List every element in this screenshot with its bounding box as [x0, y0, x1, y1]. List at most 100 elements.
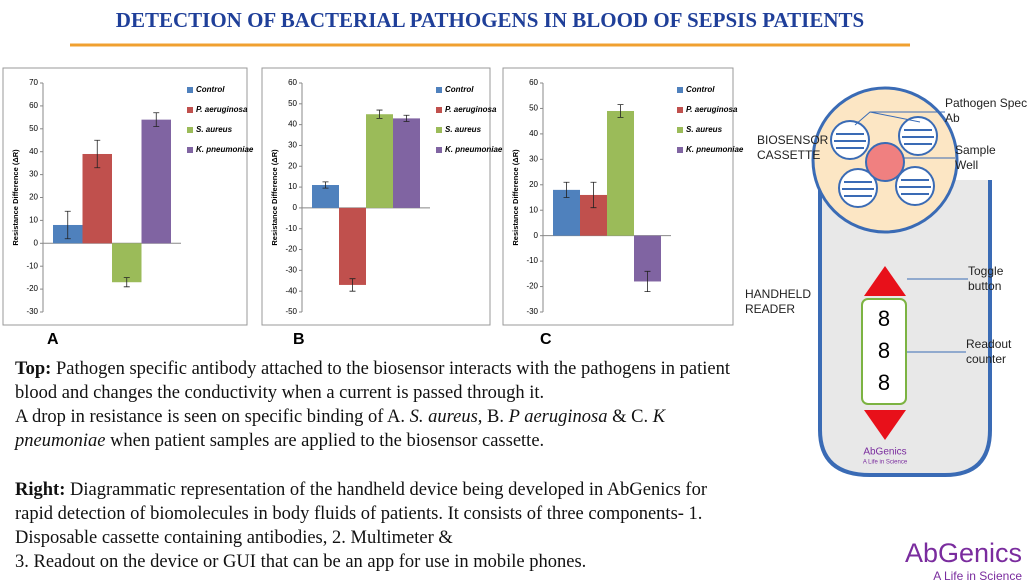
run: P aeruginosa	[508, 407, 608, 427]
legend-swatch	[677, 127, 683, 133]
y-tick-label: -30	[285, 265, 297, 274]
error-bar	[123, 277, 130, 288]
readout-label-line: Readout	[966, 337, 1012, 351]
reader-label-line: READER	[745, 302, 795, 316]
right-text: Right: Diagrammatic representation of th…	[15, 478, 715, 574]
y-tick-label: -10	[26, 261, 38, 270]
y-tick-label: 10	[288, 182, 297, 191]
y-tick-label: -30	[26, 307, 38, 316]
y-tick-label: 0	[293, 203, 298, 212]
charts: -30 -20 -10 0 10 20 30 40 50 60 70 Resistance Diffe…	[2, 67, 744, 348]
toggle-label-line: button	[968, 279, 1001, 293]
error-bar	[403, 114, 410, 122]
pathogen-ab-label: Pathogen SpecificAb	[945, 96, 1027, 125]
up-button[interactable]	[864, 266, 906, 296]
panel-label: A	[47, 331, 59, 348]
y-tick-label: -20	[285, 245, 297, 254]
display	[861, 298, 907, 405]
label: Right:	[15, 480, 66, 500]
legend-swatch	[436, 107, 442, 113]
legend-label: Control	[686, 85, 715, 94]
label: Top:	[15, 359, 52, 379]
bar	[607, 110, 634, 236]
device-diagram: 8 8 8 AbGenics A Life in Science Pathoge…	[745, 86, 1027, 477]
antibody-wells	[830, 116, 938, 208]
panel-label: B	[293, 331, 305, 348]
legend-label: S. aureus	[445, 125, 482, 134]
bar	[141, 119, 171, 244]
legend-swatch	[677, 107, 683, 113]
pathogen-ab-label-line: Pathogen Specific	[945, 96, 1027, 110]
y-tick-label: 40	[529, 129, 538, 138]
sample-well-label-line: Sample	[955, 143, 996, 157]
legend-swatch	[436, 147, 442, 153]
y-tick-label: 0	[534, 231, 539, 240]
ab-lines	[834, 129, 934, 197]
y-tick-label: 70	[29, 78, 38, 87]
legend-label: S. aureus	[196, 125, 233, 134]
run: S. aureus	[409, 407, 478, 427]
down-button[interactable]	[864, 410, 906, 440]
y-tick-label: 20	[288, 161, 297, 170]
legend-swatch	[677, 87, 683, 93]
legend-swatch	[436, 127, 442, 133]
run: Diagrammatic representation of the handh…	[15, 480, 707, 548]
slide-title: DETECTION OF BACTERIAL PATHOGENS IN BLOO…	[115, 8, 865, 32]
y-tick-label: -20	[526, 282, 538, 291]
legend-swatch	[187, 87, 193, 93]
logo-name: AbGenics	[905, 538, 1022, 568]
legend-label: Control	[196, 85, 225, 94]
legend-swatch	[436, 87, 442, 93]
y-tick-label: 30	[288, 141, 297, 150]
cassette-label-line: CASSETTE	[757, 148, 820, 162]
y-tick-label: 30	[29, 170, 38, 179]
callout	[854, 111, 945, 126]
reader-label: HANDHELD READER	[745, 287, 811, 316]
legend-swatch	[187, 107, 193, 113]
legend-label: Control	[445, 85, 474, 94]
digit: 8	[878, 306, 890, 331]
error-bar	[153, 112, 160, 127]
error-bar	[563, 181, 570, 198]
y-tick-label: 20	[29, 193, 38, 202]
legend-label: P. aeruginosa	[196, 105, 248, 114]
bar	[82, 153, 112, 244]
panel-label: C	[540, 331, 552, 348]
y-tick-label: 30	[529, 154, 538, 163]
error-bar	[349, 278, 356, 292]
y-tick-label: 60	[29, 101, 38, 110]
toggle-label: Toggle button	[968, 264, 1004, 293]
y-tick-label: -10	[526, 256, 538, 265]
sample-well	[865, 142, 905, 182]
cassette-label-line: BIOSENSOR	[757, 133, 829, 147]
y-tick-label: 60	[529, 78, 538, 87]
y-tick-label: 50	[529, 104, 538, 113]
legend-label: K. pneumoniae	[196, 145, 254, 154]
y-tick-label: 20	[529, 180, 538, 189]
y-axis-label: Resistance Difference (ΔR)	[511, 149, 520, 246]
sample-well-label-line: Well	[955, 158, 978, 172]
error-bar	[617, 104, 624, 118]
legend-label: P. aeruginosa	[445, 105, 497, 114]
run: & C.	[607, 407, 653, 427]
legend-swatch	[187, 147, 193, 153]
error-bar	[94, 139, 101, 169]
y-tick-label: 60	[288, 78, 297, 87]
pathogen-ab-label-line: Ab	[945, 111, 960, 125]
y-tick-label: 40	[29, 147, 38, 156]
callouts	[854, 111, 968, 353]
bar	[339, 207, 366, 285]
y-tick-label: -40	[285, 286, 297, 295]
y-axis-label: Resistance Difference (ΔR)	[270, 149, 279, 246]
y-tick-label: 50	[288, 99, 297, 108]
digit: 8	[878, 338, 890, 363]
bar	[366, 114, 393, 208]
y-tick-label: -30	[526, 307, 538, 316]
error-bar	[590, 181, 597, 209]
readout-label-line: counter	[966, 352, 1006, 366]
device-tagline: A Life in Science	[863, 460, 908, 466]
top-text: Top: Pathogen specific antibody attached…	[15, 357, 755, 453]
bar	[112, 243, 142, 283]
